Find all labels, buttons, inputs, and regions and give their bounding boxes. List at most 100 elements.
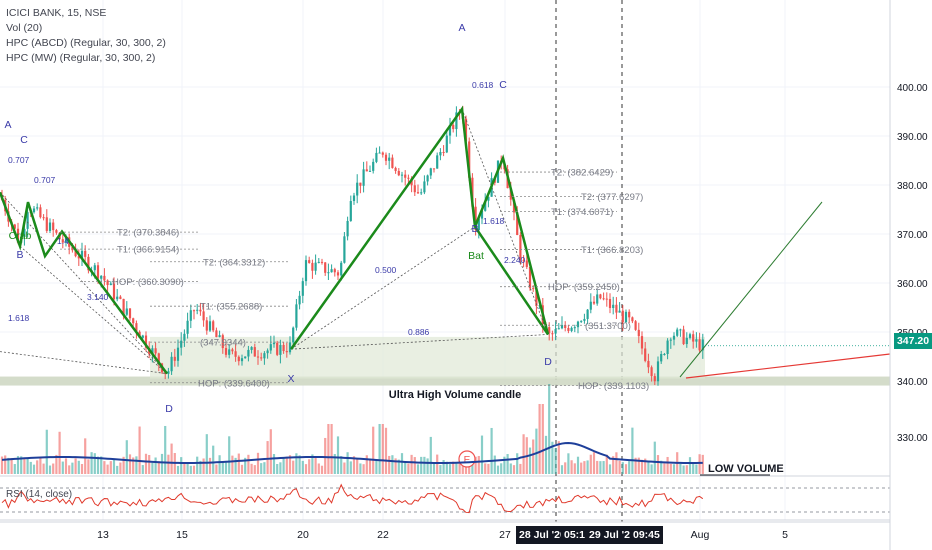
candle-body xyxy=(135,323,138,332)
volume-bar xyxy=(602,461,605,474)
rsi-pane: RSI (14, close) xyxy=(0,483,890,514)
candle-body xyxy=(580,320,583,322)
volume-bar xyxy=(0,456,4,474)
candle-body xyxy=(618,310,621,313)
volume-bar xyxy=(532,439,535,474)
volume-bar xyxy=(698,454,701,474)
crab-label: A xyxy=(4,119,11,131)
volume-bar xyxy=(74,458,77,474)
candle-body xyxy=(596,294,599,304)
volume-bar xyxy=(503,456,506,474)
volume-bar xyxy=(608,464,612,474)
volume-bar xyxy=(420,456,423,474)
volume-bar xyxy=(135,456,138,474)
volume-bar xyxy=(685,465,688,474)
volume-bar xyxy=(448,464,452,474)
target-levels: T2: (370.3846) T1: (366.9154) T2: (364.331… xyxy=(60,168,649,392)
volume-bar xyxy=(365,455,368,474)
candle-body xyxy=(468,141,471,178)
bat-pattern-line xyxy=(289,105,550,350)
volume-bar xyxy=(586,460,589,474)
candle-body xyxy=(263,353,266,359)
candle-body xyxy=(352,195,356,202)
volume-bar xyxy=(416,464,420,474)
volume-bar xyxy=(244,457,247,474)
volume-bar xyxy=(490,427,493,474)
volume-bar xyxy=(359,463,362,474)
volume-bar xyxy=(637,457,640,474)
candle-body xyxy=(157,353,160,364)
ratio-label: 3.140 xyxy=(87,292,109,302)
crosshair-time-tag-2: 09:45 xyxy=(630,526,663,544)
pattern-dotted-leg xyxy=(290,226,476,350)
projection-line-red xyxy=(685,353,891,379)
pattern-dotted-leg xyxy=(461,108,549,335)
volume-bar xyxy=(381,424,384,474)
volume-bar xyxy=(442,460,445,474)
candle-body xyxy=(208,321,212,331)
hpc-abcd-indicator-label[interactable]: HPC (ABCD) (Regular, 30, 300, 2) xyxy=(6,37,166,49)
candle-body xyxy=(372,161,375,171)
candle-body xyxy=(93,265,96,271)
volume-bar xyxy=(202,458,205,474)
volume-bar xyxy=(84,438,87,474)
symbol-title[interactable]: ICICI BANK, 15, NSE xyxy=(6,7,107,19)
volume-bar xyxy=(423,456,426,474)
bat-label: Bat xyxy=(468,250,484,262)
volume-bar xyxy=(61,461,64,474)
candle-body xyxy=(308,260,311,263)
y-tick-label: 370.00 xyxy=(897,230,928,241)
volume-bar xyxy=(452,461,455,474)
volume-bar xyxy=(48,465,52,474)
candle-body xyxy=(592,301,596,304)
volume-bar xyxy=(106,464,109,474)
volume-bar xyxy=(346,452,349,474)
volume-bar xyxy=(356,458,359,474)
volume-bar xyxy=(487,463,490,474)
volume-indicator-label[interactable]: Vol (20) xyxy=(6,22,43,34)
volume-bar xyxy=(343,462,346,474)
candle-body xyxy=(221,335,224,349)
volume-tick-label: 330.00 xyxy=(897,433,928,444)
volume-bar xyxy=(496,465,500,474)
level-label: T1: (366.8203) xyxy=(581,245,643,256)
volume-bar xyxy=(68,465,71,474)
candle-body xyxy=(631,317,634,322)
volume-bar xyxy=(688,457,692,474)
volume-bar xyxy=(93,453,96,474)
candle-body xyxy=(23,228,26,238)
candlesticks xyxy=(0,105,704,386)
volume-bar xyxy=(506,454,509,474)
volume-bar xyxy=(132,457,135,474)
volume-bar xyxy=(308,459,311,474)
candle-body xyxy=(282,344,285,352)
level-label: (351.3700) xyxy=(585,321,631,332)
candle-body xyxy=(253,347,256,357)
candle-body xyxy=(356,182,359,196)
candle-body xyxy=(180,340,183,348)
candle-body xyxy=(132,318,135,324)
hpc-mw-indicator-label[interactable]: HPC (MW) (Regular, 30, 300, 2) xyxy=(6,52,156,64)
candle-body xyxy=(16,228,20,243)
candle-body xyxy=(522,260,525,262)
candle-body xyxy=(292,327,295,343)
volume-bar xyxy=(583,461,586,474)
candle-body xyxy=(698,339,701,351)
pattern-dotted-leg xyxy=(290,334,549,350)
volume-bar xyxy=(100,456,103,474)
ratio-label: 1.4 xyxy=(57,236,69,246)
volume-bar xyxy=(122,456,125,474)
candle-body xyxy=(13,224,16,229)
candle-body xyxy=(64,237,68,243)
volume-bar xyxy=(13,464,16,474)
candle-body xyxy=(279,344,282,355)
ratio-label: 0.500 xyxy=(375,265,397,275)
volume-bar xyxy=(282,457,285,474)
volume-bar xyxy=(500,463,503,474)
volume-bar xyxy=(621,462,624,474)
crab-label: B xyxy=(16,249,23,261)
candle-body xyxy=(295,304,298,328)
ratio-label: 1.618 xyxy=(483,216,505,226)
candle-body xyxy=(554,329,557,334)
